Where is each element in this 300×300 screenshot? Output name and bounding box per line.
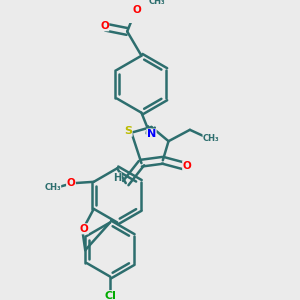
Text: H: H	[113, 173, 121, 183]
Text: O: O	[133, 5, 142, 15]
Text: O: O	[80, 224, 88, 234]
Text: N: N	[147, 129, 156, 139]
Text: O: O	[67, 178, 75, 188]
Text: CH₃: CH₃	[44, 183, 61, 192]
Text: S: S	[124, 126, 132, 136]
Text: O: O	[100, 21, 109, 31]
Text: CH₃: CH₃	[149, 0, 165, 6]
Text: CH₃: CH₃	[203, 134, 220, 143]
Text: Cl: Cl	[104, 291, 116, 300]
Text: O: O	[183, 161, 191, 171]
